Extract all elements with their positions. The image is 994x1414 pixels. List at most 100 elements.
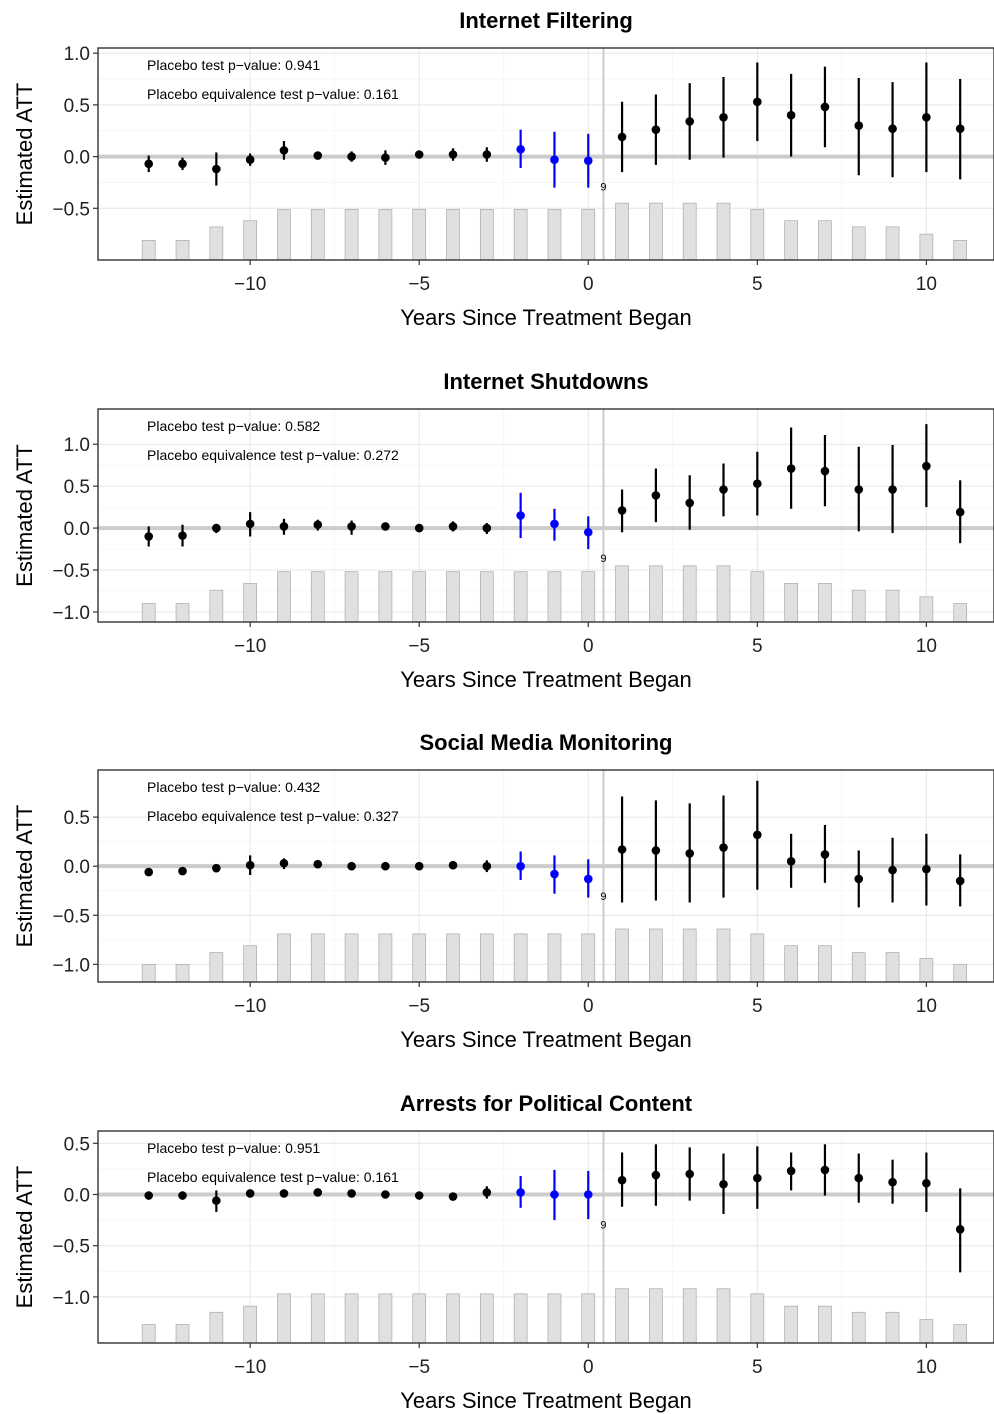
estimate-point [922, 112, 931, 122]
count-bar [243, 583, 258, 623]
estimate-point [144, 159, 154, 169]
count-bar [851, 1311, 866, 1344]
count-bar [885, 1311, 900, 1344]
estimate-point [414, 150, 424, 159]
estimate-point [753, 830, 762, 840]
x-tick-label: 10 [916, 1357, 937, 1378]
estimate-point [854, 874, 864, 884]
estimate-point [651, 846, 661, 855]
count-bars [141, 565, 968, 623]
estimate-point [583, 1190, 593, 1199]
y-axis-title: Estimated ATT [12, 1166, 37, 1309]
x-tick-label: 5 [752, 636, 763, 657]
count-bar [277, 933, 291, 983]
estimate-point [448, 860, 458, 870]
treatment-count-label: 9 [600, 891, 606, 903]
estimate-point [516, 861, 525, 871]
estimates [144, 62, 965, 188]
panel-title: Internet Filtering [459, 8, 633, 33]
y-tick-label: 1.0 [64, 44, 90, 65]
estimate-point [854, 1173, 864, 1183]
estimate-point [178, 159, 187, 169]
y-axis-title: Estimated ATT [12, 444, 37, 587]
count-bar [953, 240, 968, 261]
y-axis-title: Estimated ATT [12, 805, 37, 948]
count-bars [141, 202, 968, 261]
treatment-count-label: 9 [600, 182, 606, 194]
count-bar [175, 603, 190, 623]
equivalence-test-label: Placebo equivalence test p−value: 0.272 [147, 447, 399, 463]
count-bar [344, 933, 359, 983]
estimate-point [685, 1169, 694, 1179]
y-tick-label: 0.0 [64, 1185, 90, 1206]
y-tick-label: −0.5 [52, 199, 90, 220]
x-tick-label: 0 [583, 274, 594, 295]
estimate-point [617, 1175, 627, 1185]
estimate-point [955, 124, 965, 133]
estimate-point [381, 522, 390, 531]
estimate-point [212, 164, 221, 174]
count-bar [953, 603, 968, 623]
estimate-point [651, 125, 661, 134]
estimate-point [651, 1170, 661, 1180]
count-bar [141, 240, 156, 261]
estimate-point [550, 1190, 559, 1199]
estimate-point [617, 132, 627, 142]
count-bar [310, 933, 325, 983]
estimate-point [347, 152, 356, 161]
count-bar [818, 583, 832, 623]
estimate-point [854, 485, 864, 494]
estimate-point [888, 485, 897, 494]
estimate-point [786, 110, 796, 120]
count-bar [446, 208, 460, 261]
count-bar [175, 963, 190, 983]
estimates [144, 780, 965, 908]
count-bar [919, 596, 934, 623]
count-bars [141, 928, 968, 983]
x-tick-label: 5 [752, 996, 763, 1017]
count-bar [310, 1293, 325, 1344]
count-bar [649, 928, 663, 983]
estimate-point [786, 1166, 796, 1176]
x-tick-label: −5 [408, 274, 430, 295]
panel-3: 9 −1.0 −0.5 0.0 0.5 −10 −5 0 5 10 Placebo test p−v… [12, 730, 994, 1052]
count-bar [209, 589, 224, 623]
count-bar [682, 928, 697, 983]
estimate-point [313, 520, 323, 530]
estimate-point [685, 117, 694, 126]
estimate-point [550, 869, 559, 879]
estimate-point [583, 874, 593, 884]
x-tick-label: 10 [916, 636, 937, 657]
estimate-point [516, 145, 525, 154]
equivalence-test-label: Placebo equivalence test p−value: 0.161 [147, 86, 399, 102]
estimate-point [212, 863, 221, 873]
count-bar [682, 565, 697, 623]
estimate-point [279, 858, 289, 868]
y-tick-label: −1.0 [52, 603, 90, 624]
count-bar [277, 571, 291, 623]
count-bar [818, 220, 832, 261]
count-bar [479, 933, 494, 983]
estimate-point [753, 97, 762, 107]
count-bar [784, 220, 798, 261]
count-bar [615, 565, 629, 623]
estimate-point [347, 861, 356, 871]
estimate-point [178, 531, 187, 540]
estimate-point [347, 522, 356, 531]
estimate-point [955, 876, 965, 886]
estimate-point [144, 1191, 154, 1200]
count-bar [885, 589, 900, 623]
count-bar [141, 963, 156, 983]
y-axis-title: Estimated ATT [12, 83, 37, 226]
count-bar [885, 226, 900, 261]
count-bar [209, 952, 224, 983]
estimate-point [482, 150, 492, 159]
count-bar [581, 933, 596, 983]
estimate-point [719, 485, 728, 494]
count-bar [243, 1305, 258, 1344]
panel-title: Social Media Monitoring [419, 730, 672, 755]
count-bar [378, 208, 393, 261]
count-bar [885, 952, 900, 983]
count-bar [446, 571, 460, 623]
